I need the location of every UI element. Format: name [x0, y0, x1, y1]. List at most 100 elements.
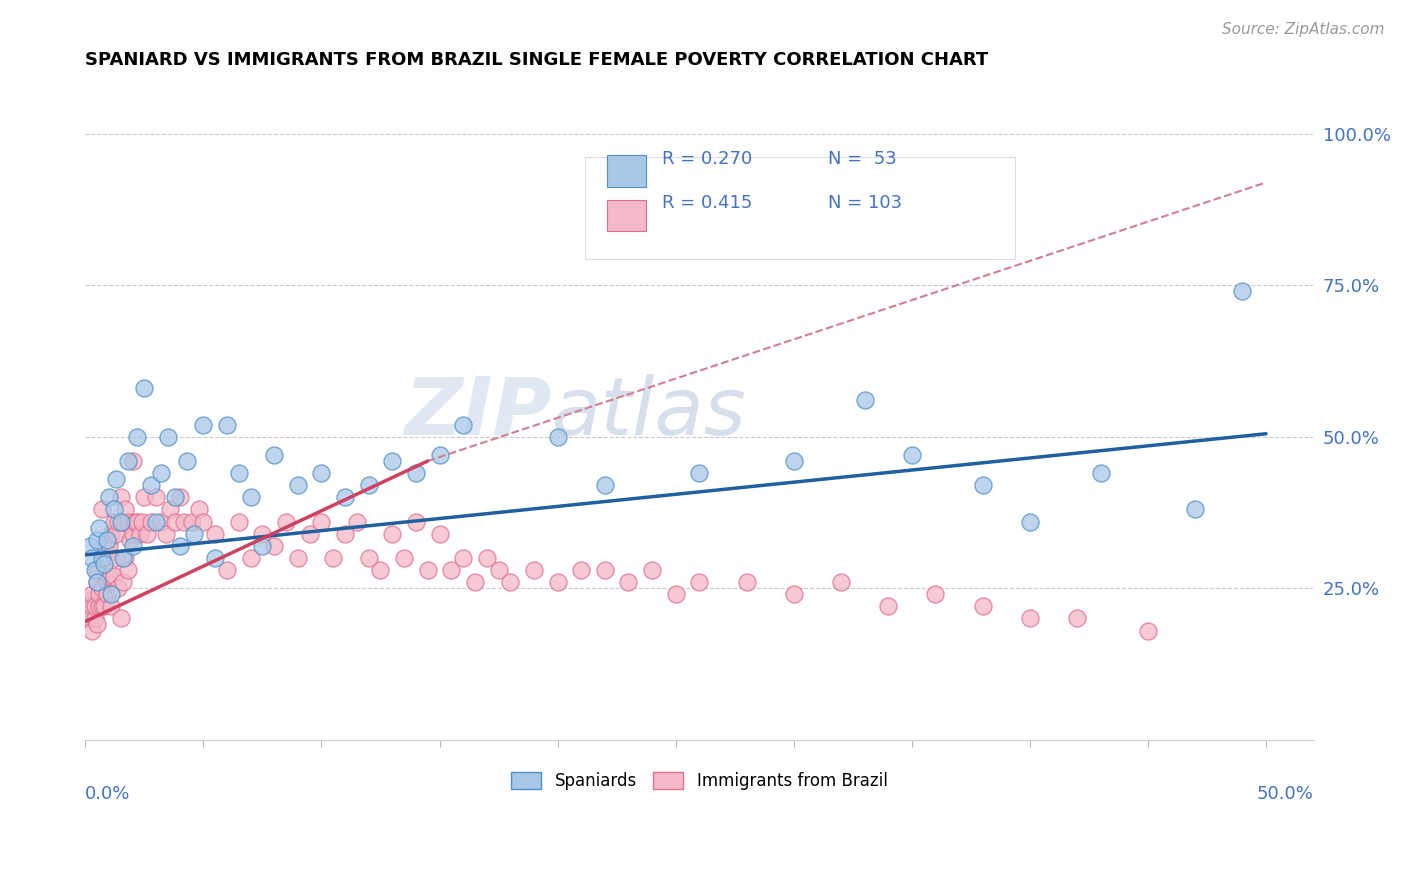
Point: [204, 550, 226, 565]
Point: [228, 515, 250, 529]
Point: [163, 491, 186, 505]
Point: [547, 430, 569, 444]
Point: [877, 599, 900, 614]
Point: [155, 526, 177, 541]
Point: [451, 550, 474, 565]
Point: [114, 502, 136, 516]
Point: [287, 478, 309, 492]
Point: [429, 448, 451, 462]
Point: [593, 563, 616, 577]
Point: [156, 430, 179, 444]
Point: [96, 533, 118, 547]
Point: [103, 569, 125, 583]
Point: [76, 611, 98, 625]
Point: [134, 491, 156, 505]
Point: [96, 587, 118, 601]
Point: [93, 599, 115, 614]
Point: [110, 515, 132, 529]
Point: [169, 491, 191, 505]
Point: [523, 563, 546, 577]
Point: [239, 550, 262, 565]
Point: [103, 515, 125, 529]
Point: [96, 575, 118, 590]
Point: [89, 520, 111, 534]
Point: [287, 550, 309, 565]
Point: [83, 599, 105, 614]
Point: [145, 515, 167, 529]
Point: [298, 526, 321, 541]
Point: [90, 502, 112, 516]
Point: [127, 430, 149, 444]
Point: [86, 575, 108, 590]
Point: [193, 417, 215, 432]
Point: [263, 539, 285, 553]
Point: [1019, 611, 1042, 625]
Point: [322, 550, 344, 565]
Text: N = 103: N = 103: [828, 194, 903, 212]
Point: [76, 599, 98, 614]
Point: [346, 515, 368, 529]
Text: atlas: atlas: [553, 374, 747, 451]
Point: [783, 454, 806, 468]
Point: [1019, 515, 1042, 529]
Point: [429, 526, 451, 541]
Point: [830, 575, 852, 590]
Point: [228, 466, 250, 480]
Point: [488, 563, 510, 577]
Point: [416, 563, 439, 577]
Text: R = 0.270: R = 0.270: [662, 150, 752, 168]
Text: 50.0%: 50.0%: [1257, 785, 1313, 804]
Point: [440, 563, 463, 577]
Point: [333, 491, 356, 505]
Point: [82, 624, 104, 638]
Point: [183, 526, 205, 541]
Text: N =  53: N = 53: [828, 150, 897, 168]
Point: [274, 515, 297, 529]
Point: [204, 526, 226, 541]
Point: [145, 491, 167, 505]
Point: [1066, 611, 1088, 625]
Point: [121, 526, 143, 541]
Point: [97, 539, 120, 553]
Point: [82, 599, 104, 614]
Point: [83, 611, 105, 625]
Point: [128, 526, 150, 541]
Point: [193, 515, 215, 529]
Text: ZIP: ZIP: [405, 374, 553, 451]
Point: [110, 491, 132, 505]
Point: [89, 587, 111, 601]
Point: [90, 581, 112, 595]
Point: [117, 563, 139, 577]
Point: [141, 478, 163, 492]
Point: [93, 550, 115, 565]
Point: [86, 533, 108, 547]
Point: [105, 550, 128, 565]
Bar: [607, 155, 647, 187]
Point: [82, 550, 104, 565]
Point: [173, 515, 195, 529]
Point: [392, 550, 415, 565]
Point: [381, 526, 404, 541]
Point: [89, 599, 111, 614]
Point: [176, 454, 198, 468]
Point: [114, 550, 136, 565]
Point: [163, 515, 186, 529]
Point: [97, 569, 120, 583]
Point: [381, 454, 404, 468]
Point: [475, 550, 498, 565]
Point: [853, 393, 876, 408]
Point: [252, 539, 274, 553]
Point: [901, 448, 924, 462]
Point: [569, 563, 592, 577]
Point: [357, 550, 380, 565]
Point: [972, 478, 994, 492]
Point: [1184, 502, 1206, 516]
Legend: Spaniards, Immigrants from Brazil: Spaniards, Immigrants from Brazil: [505, 765, 894, 797]
Point: [110, 611, 132, 625]
Point: [688, 466, 710, 480]
Point: [112, 515, 135, 529]
Point: [79, 539, 101, 553]
Text: 0.0%: 0.0%: [86, 785, 131, 804]
FancyBboxPatch shape: [585, 158, 1015, 259]
Point: [112, 575, 135, 590]
